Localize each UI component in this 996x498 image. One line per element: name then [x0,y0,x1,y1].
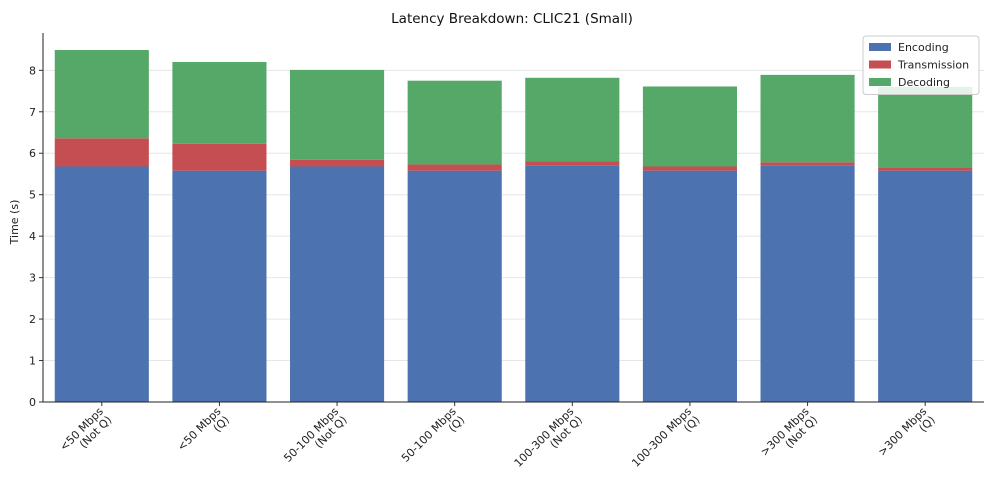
bar-encoding [760,165,855,402]
y-tick-label: 2 [29,313,36,326]
y-tick-label: 5 [29,189,36,202]
bar-transmission [878,167,973,171]
bar-transmission [760,162,855,166]
legend-label: Transmission [897,59,969,72]
x-tick-label-text: >300 Mbps(Not Q) [758,405,820,467]
y-tick-label: 4 [29,230,36,243]
bar-transmission [407,164,502,171]
y-tick-label: 1 [29,355,36,368]
y-tick-label: 3 [29,272,36,285]
legend-swatch [869,78,891,86]
bar-encoding [878,170,973,402]
bar-decoding [760,74,855,163]
x-tick-label-text: 100-300 Mbps(Not Q) [512,405,585,478]
x-tick-label: <50 Mbps(Not Q) [57,405,114,462]
bar-decoding [54,49,149,139]
bar-transmission [172,143,267,171]
x-tick-label-text: 100-300 Mbps(Q) [629,405,702,478]
x-tick-label: >300 Mbps(Q) [876,405,938,467]
bar-transmission [525,161,620,166]
y-tick-label: 0 [29,396,36,409]
bar-decoding [407,80,502,165]
x-tick-label-text: >300 Mbps(Q) [876,405,938,467]
y-tick-label: 8 [29,64,36,77]
x-tick-label: 100-300 Mbps(Not Q) [512,405,585,478]
x-tick-label: 50-100 Mbps(Q) [399,405,468,474]
x-tick-label-text: <50 Mbps(Q) [175,405,232,462]
bar-transmission [290,159,385,167]
x-tick-label-line: 50-100 Mbps [399,405,459,465]
legend-label: Decoding [898,76,950,89]
bars [54,49,973,402]
x-tick-label-text: 50-100 Mbps(Not Q) [281,405,350,474]
x-tick-label: 100-300 Mbps(Q) [629,405,702,478]
bar-encoding [172,170,267,402]
x-tick-label: <50 Mbps(Q) [175,405,232,462]
x-tick-label-text: <50 Mbps(Not Q) [57,405,114,462]
bar-decoding [525,77,620,162]
bar-encoding [54,166,149,402]
bar-encoding [525,165,620,402]
bar-transmission [642,166,737,171]
bar-transmission [54,138,149,167]
y-axis-label: Time (s) [8,200,21,246]
legend-swatch [869,60,891,69]
x-tick-label-line: 100-300 Mbps [629,405,694,470]
y-tick-label: 7 [29,106,36,119]
legend-label: Encoding [898,41,949,54]
bar-decoding [642,86,737,167]
bar-encoding [642,170,737,402]
x-tick-label: >300 Mbps(Not Q) [758,405,820,467]
x-tick-label: 50-100 Mbps(Not Q) [281,405,350,474]
legend-box [862,35,980,95]
x-tick-label-text: 50-100 Mbps(Q) [399,405,468,474]
chart-title: Latency Breakdown: CLIC21 (Small) [391,11,633,27]
bar-decoding [290,69,385,160]
legend: Encoding Transmission Decoding [862,35,980,95]
bar-decoding [878,86,973,168]
y-tick-label: 6 [29,147,36,160]
legend-swatch [869,43,891,51]
bar-decoding [172,62,267,144]
bar-encoding [407,170,502,402]
bar-encoding [290,166,385,402]
